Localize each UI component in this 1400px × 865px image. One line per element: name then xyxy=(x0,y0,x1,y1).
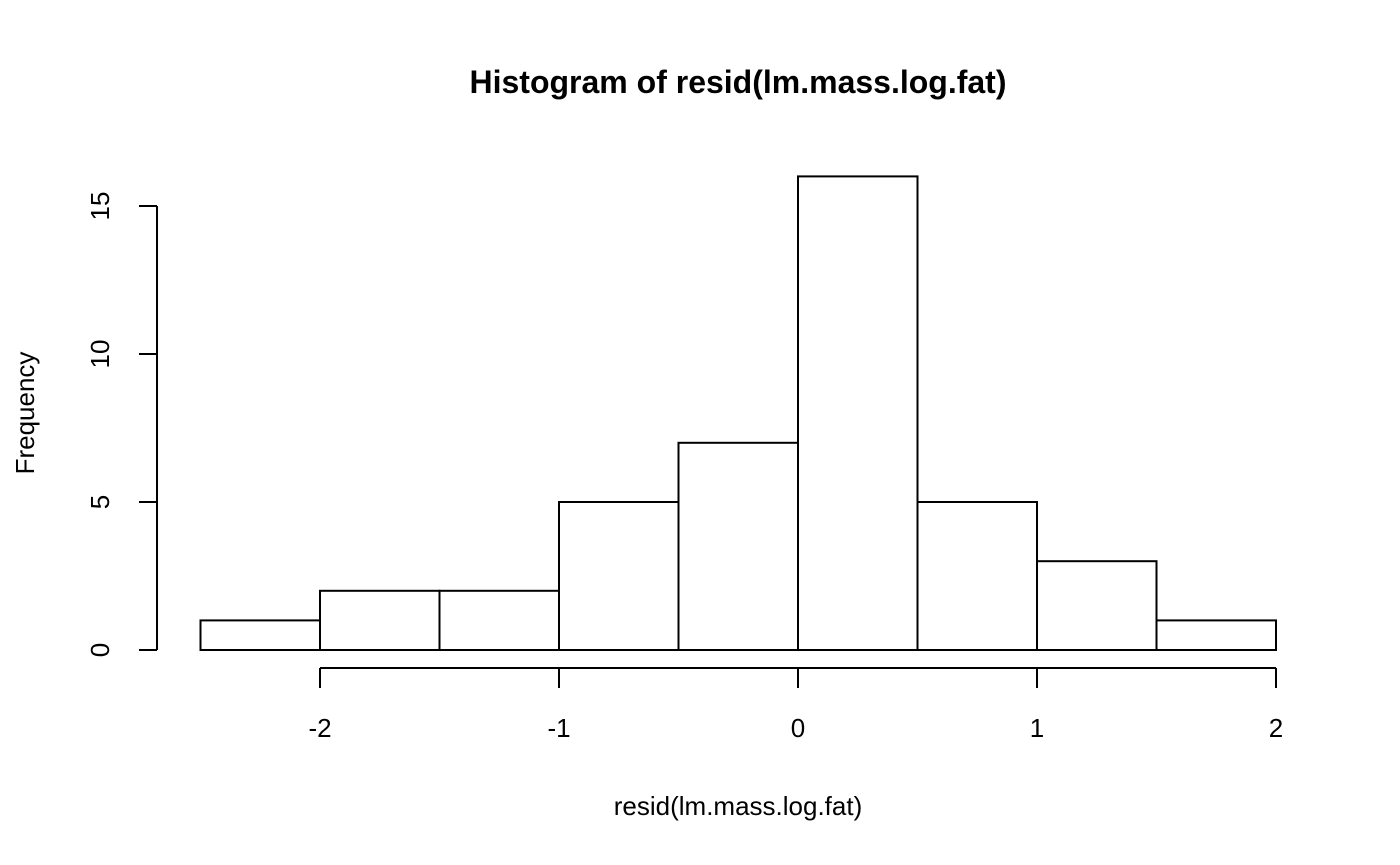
y-axis-label: Frequency xyxy=(10,352,40,475)
histogram-bar-8 xyxy=(1155,619,1277,652)
y-tick-label: 10 xyxy=(85,340,115,369)
x-tick-label: -1 xyxy=(547,713,570,743)
y-axis: 0 5 10 15 xyxy=(85,192,158,657)
y-tick-label: 0 xyxy=(85,643,115,657)
histogram-bar-0 xyxy=(199,619,321,652)
x-axis-label: resid(lm.mass.log.fat) xyxy=(614,791,863,821)
histogram-bar-2 xyxy=(438,589,560,651)
x-axis: -2 -1 0 1 2 xyxy=(308,667,1283,743)
x-tick-label: 0 xyxy=(791,713,805,743)
x-tick-label: -2 xyxy=(308,713,331,743)
histogram-bar-6 xyxy=(916,501,1038,651)
chart-title: Histogram of resid(lm.mass.log.fat) xyxy=(470,64,1007,100)
histogram-bar-4 xyxy=(677,441,799,651)
histogram-bar-1 xyxy=(319,589,441,651)
histogram-bar-3 xyxy=(558,501,680,651)
histogram-bar-5 xyxy=(797,175,919,651)
y-tick-label: 15 xyxy=(85,192,115,221)
bars-group xyxy=(199,175,1277,652)
x-tick-label: 2 xyxy=(1269,713,1283,743)
x-tick-label: 1 xyxy=(1030,713,1044,743)
y-tick-label: 5 xyxy=(85,495,115,509)
histogram-bar-7 xyxy=(1036,560,1158,652)
